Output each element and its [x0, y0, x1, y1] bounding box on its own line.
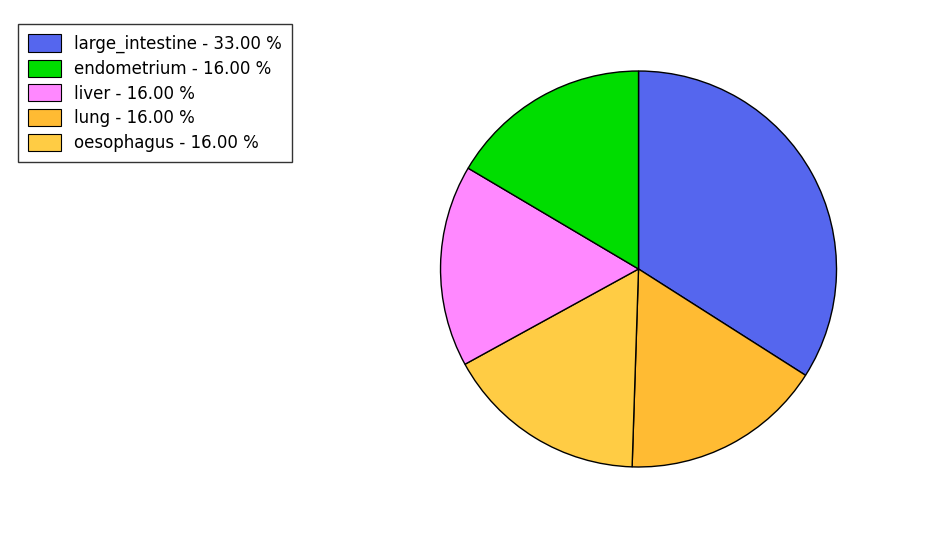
- Legend: large_intestine - 33.00 %, endometrium - 16.00 %, liver - 16.00 %, lung - 16.00 : large_intestine - 33.00 %, endometrium -…: [18, 24, 292, 162]
- Wedge shape: [632, 269, 806, 467]
- Wedge shape: [639, 71, 837, 376]
- Wedge shape: [440, 168, 639, 364]
- Wedge shape: [469, 71, 639, 269]
- Wedge shape: [465, 269, 639, 467]
